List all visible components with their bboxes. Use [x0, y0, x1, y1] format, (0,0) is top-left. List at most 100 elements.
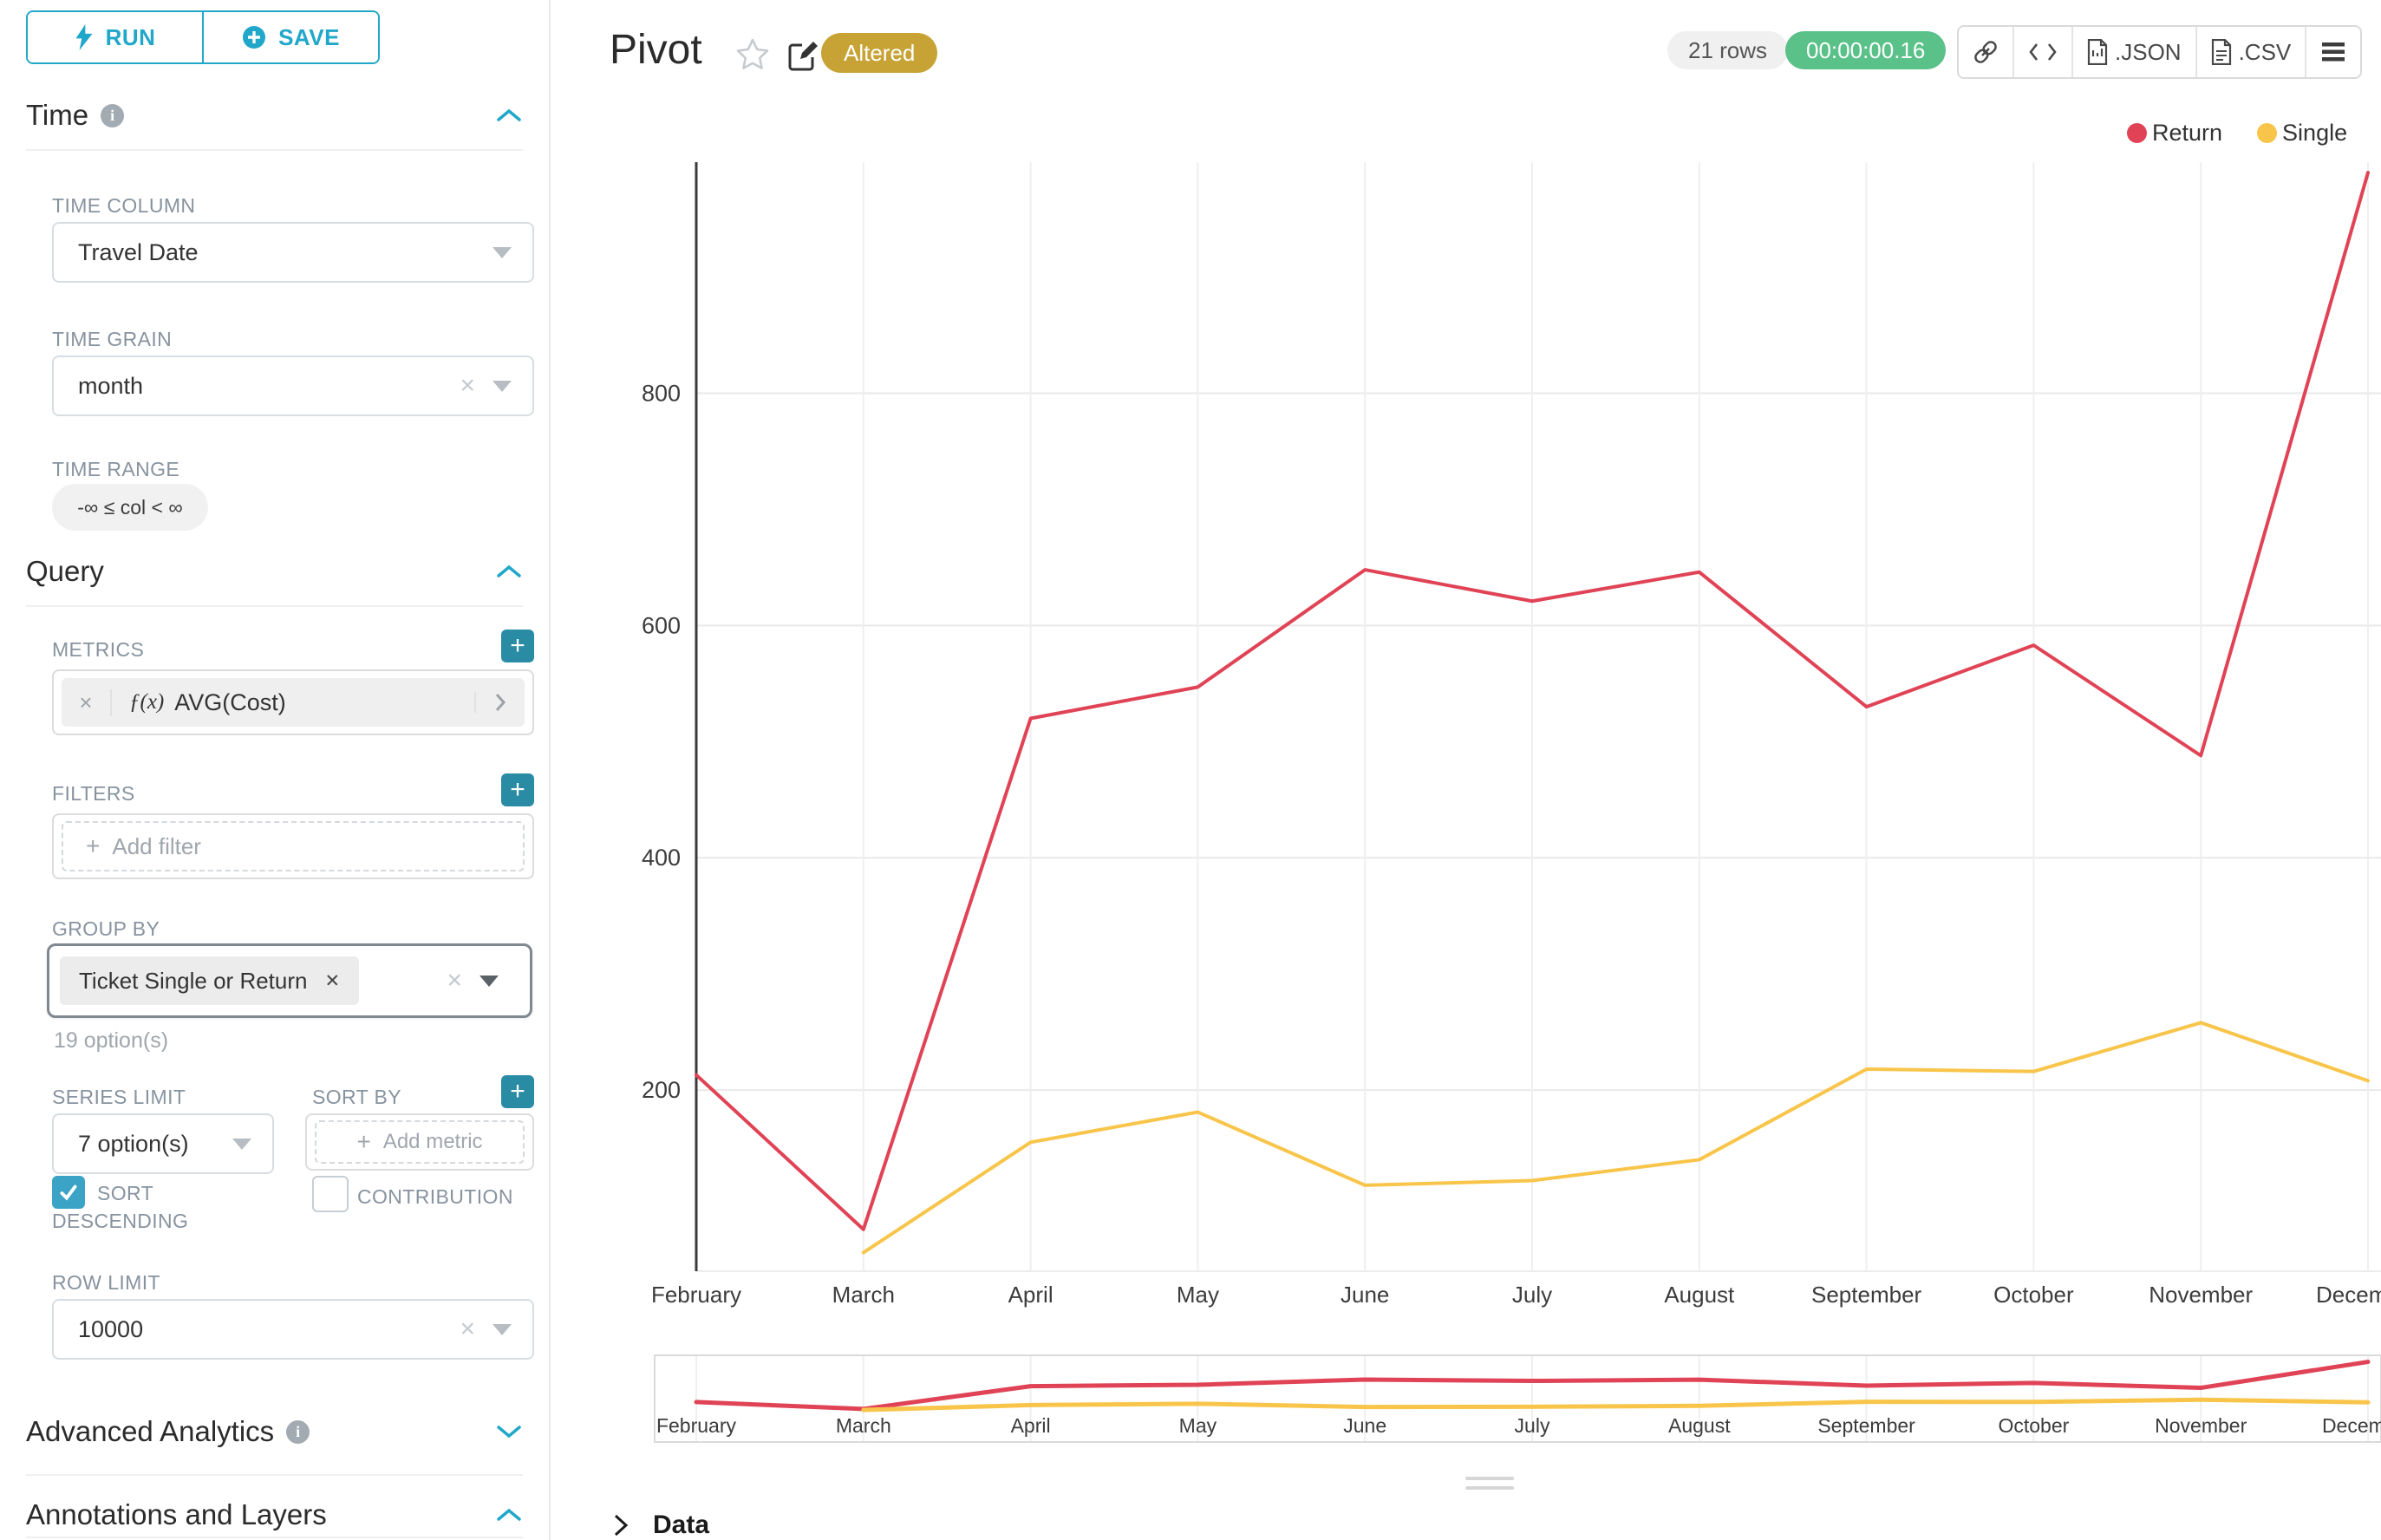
time-column-label: TIME COLUMN: [52, 194, 196, 217]
time-range-pill[interactable]: -∞ ≤ col < ∞: [52, 484, 208, 531]
clear-icon[interactable]: ×: [460, 1315, 475, 1343]
altered-badge[interactable]: Altered: [821, 33, 938, 73]
svg-text:March: March: [832, 1282, 895, 1308]
legend-item-return[interactable]: Return: [2127, 120, 2222, 147]
series-limit-select[interactable]: 7 option(s): [52, 1113, 274, 1174]
clear-icon[interactable]: ×: [447, 966, 462, 995]
row-limit-select[interactable]: 10000 ×: [52, 1299, 534, 1360]
metric-chip-label: AVG(Cost): [174, 688, 286, 715]
code-icon: [2029, 43, 2057, 61]
series-line-single: [861, 1021, 2370, 1255]
datazoom-slider[interactable]: February March April May June July August Septe…: [654, 1354, 2381, 1443]
advanced-analytics-title: Advanced Analytics: [26, 1415, 275, 1447]
sort-by-control: + Add metric: [305, 1113, 534, 1171]
time-range-label: TIME RANGE: [52, 458, 180, 480]
chevron-up-icon[interactable]: [495, 1506, 523, 1524]
contribution-checkbox[interactable]: [312, 1176, 349, 1212]
filters-label: FILTERS: [52, 782, 135, 805]
remove-chip-icon[interactable]: ✕: [324, 970, 341, 991]
copy-link-button[interactable]: [1959, 27, 2012, 77]
time-section-title: Time: [26, 99, 89, 131]
add-filter-plus-button[interactable]: +: [501, 773, 534, 806]
clear-icon[interactable]: ×: [460, 371, 475, 400]
export-json-button[interactable]: .JSON: [2071, 27, 2195, 77]
query-timer-pill: 00:00:00.16: [1785, 31, 1947, 69]
svg-text:December: December: [2322, 1414, 2381, 1437]
add-sort-metric-button[interactable]: + Add metric: [315, 1120, 525, 1164]
svg-text:October: October: [1993, 1282, 2074, 1308]
svg-text:February: February: [656, 1414, 737, 1437]
svg-text:October: October: [1998, 1414, 2069, 1437]
sort-descending-checkbox[interactable]: [52, 1176, 85, 1209]
group-by-chip[interactable]: Ticket Single or Return ✕: [60, 956, 360, 1005]
add-metric-button[interactable]: +: [501, 630, 534, 662]
series-line-return: [695, 171, 2370, 1231]
plus-icon: +: [356, 1128, 371, 1155]
row-limit-label: ROW LIMIT: [52, 1271, 160, 1294]
info-icon: i: [101, 103, 125, 127]
plus-icon: +: [86, 832, 101, 859]
legend-dot: [2127, 123, 2147, 143]
edit-icon[interactable]: [786, 38, 821, 73]
run-button-label: RUN: [105, 23, 156, 50]
chevron-right-icon: [614, 1514, 629, 1537]
remove-metric-icon[interactable]: ×: [62, 688, 112, 716]
svg-text:April: April: [1008, 1282, 1054, 1308]
bolt-icon: [75, 24, 93, 50]
chevron-down-icon: [232, 1138, 251, 1150]
row-count-pill: 21 rows: [1667, 31, 1789, 69]
svg-text:August: August: [1664, 1282, 1735, 1308]
json-file-icon: [2087, 39, 2108, 65]
save-button-label: SAVE: [278, 23, 340, 50]
metric-chip[interactable]: × ƒ(x) AVG(Cost): [62, 678, 525, 727]
annotations-layers-header[interactable]: Annotations and Layers: [26, 1498, 523, 1531]
view-query-button[interactable]: [2012, 27, 2071, 77]
group-by-label: GROUP BY: [52, 917, 160, 940]
annotations-layers-title: Annotations and Layers: [26, 1498, 327, 1530]
svg-text:August: August: [1668, 1414, 1731, 1437]
export-csv-button[interactable]: .CSV: [2195, 27, 2306, 77]
chevron-up-icon[interactable]: [495, 563, 523, 580]
add-filter-button[interactable]: + Add filter: [62, 821, 525, 871]
svg-text:March: March: [836, 1414, 891, 1437]
row-count-value: 21 rows: [1688, 36, 1768, 63]
svg-text:600: 600: [642, 612, 681, 638]
chart-title: Pivot: [610, 27, 702, 73]
time-range-value: -∞ ≤ col < ∞: [77, 495, 183, 519]
chevron-down-icon: [493, 1323, 512, 1335]
advanced-analytics-header[interactable]: Advanced Analytics i: [26, 1415, 523, 1448]
add-sort-metric-label: Add metric: [382, 1130, 483, 1153]
info-icon: i: [286, 1419, 310, 1444]
favorite-star-icon[interactable]: [734, 36, 771, 73]
chevron-up-icon[interactable]: [495, 107, 523, 124]
svg-text:November: November: [2155, 1414, 2247, 1437]
query-section-header[interactable]: Query: [26, 555, 523, 588]
panel-resize-handle[interactable]: [1465, 1477, 1514, 1496]
group-by-select[interactable]: Ticket Single or Return ✕ ×: [47, 943, 532, 1018]
chevron-right-icon[interactable]: [474, 692, 525, 713]
svg-text:400: 400: [642, 845, 681, 871]
main-plot: 200 400 600 800 February March April May June Jul…: [642, 162, 2381, 1308]
svg-text:September: September: [1811, 1282, 1922, 1308]
time-column-value: Travel Date: [78, 238, 199, 265]
save-button[interactable]: SAVE: [202, 12, 378, 62]
more-options-button[interactable]: [2305, 27, 2360, 77]
run-button[interactable]: RUN: [28, 12, 202, 62]
check-icon: [60, 1184, 77, 1201]
chevron-down-icon[interactable]: [495, 1423, 523, 1440]
legend-dot: [2257, 123, 2278, 143]
legend-label: Return: [2152, 120, 2223, 146]
time-section-header[interactable]: Time i: [26, 99, 523, 132]
chevron-down-icon: [493, 380, 512, 392]
row-limit-value: 10000: [78, 1315, 144, 1342]
data-panel-toggle[interactable]: Data: [611, 1511, 709, 1540]
chevron-down-icon: [479, 975, 499, 987]
export-csv-label: .CSV: [2238, 38, 2292, 65]
add-sort-metric-plus-button[interactable]: +: [501, 1075, 534, 1108]
time-column-select[interactable]: Travel Date: [52, 222, 534, 283]
time-grain-select[interactable]: month ×: [52, 356, 534, 416]
legend-item-single[interactable]: Single: [2257, 120, 2347, 147]
sort-descending-label: SORT DESCENDING: [52, 1182, 189, 1232]
filters-control: + Add filter: [52, 813, 534, 879]
